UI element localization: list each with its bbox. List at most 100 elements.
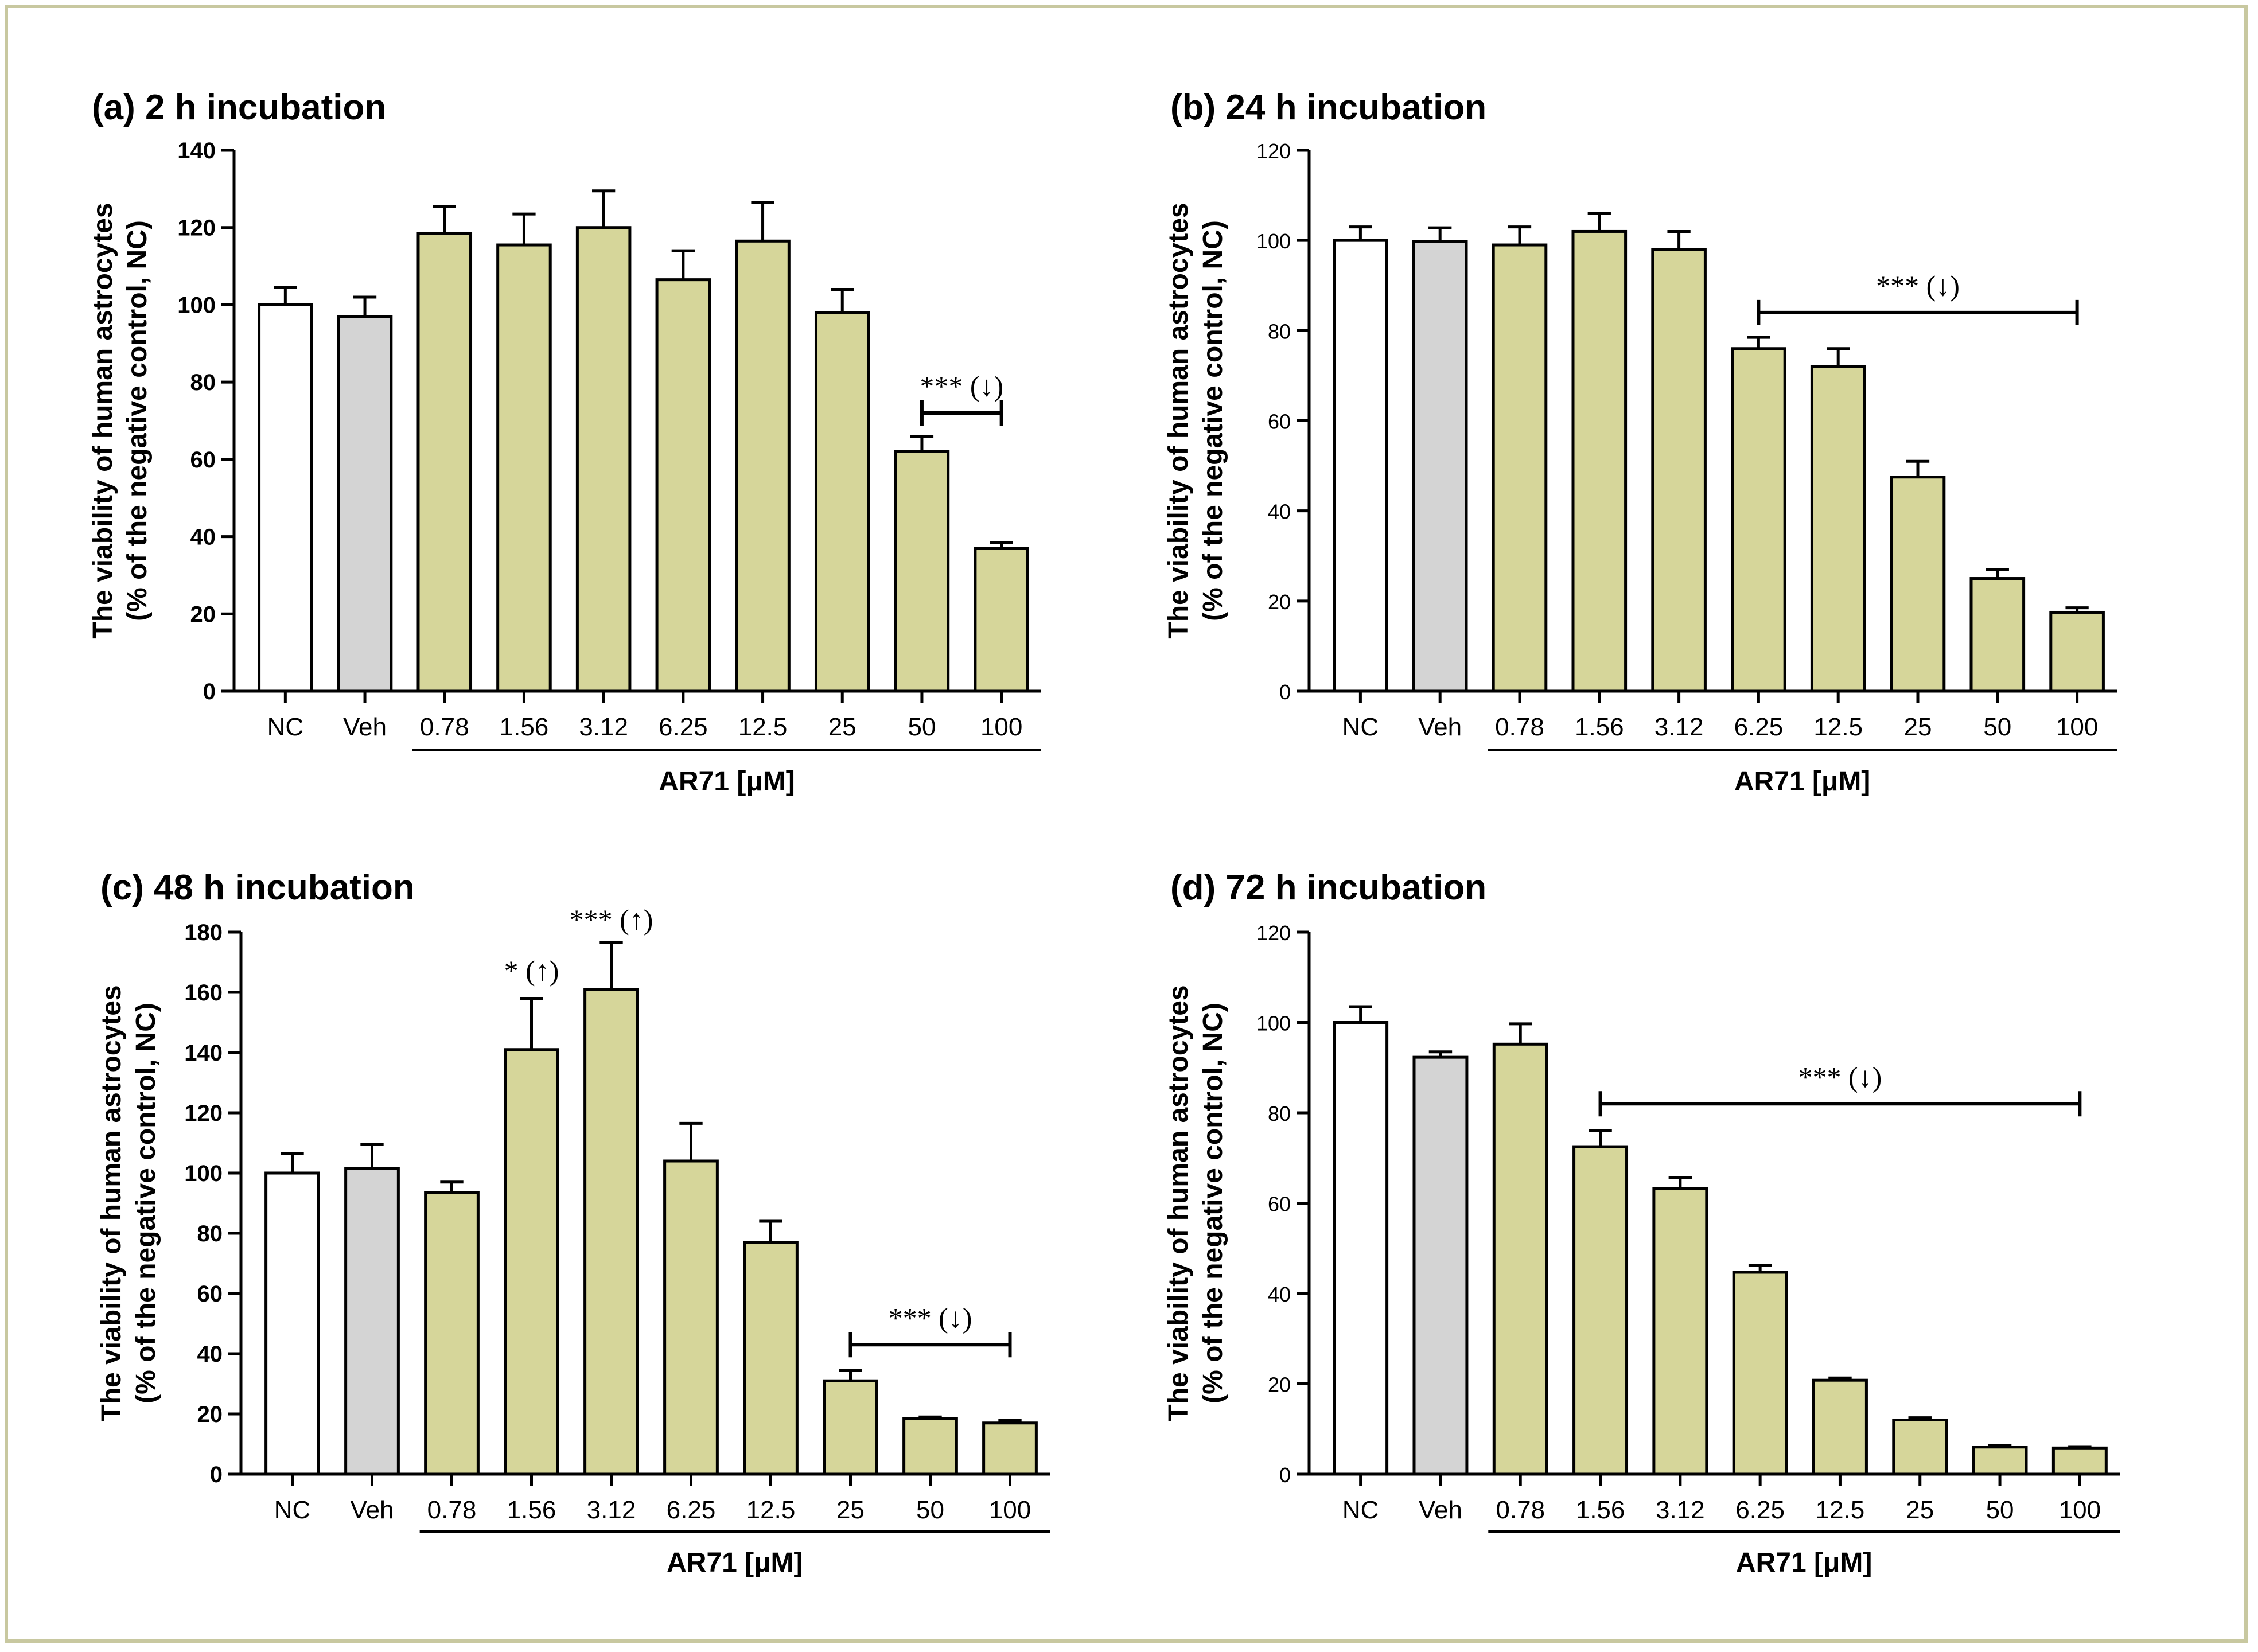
panel-a-bar bbox=[655, 278, 711, 693]
panel-a-ytick-label: 60 bbox=[190, 447, 216, 473]
panel-c-xtick-label: 12.5 bbox=[746, 1496, 796, 1524]
panel-b-xtick-label: 0.78 bbox=[1495, 713, 1544, 741]
panel-d-xtick-label: 50 bbox=[1986, 1496, 2014, 1524]
panel-c-ytick-label: 60 bbox=[197, 1281, 223, 1307]
panel-c-xtick-label: 3.12 bbox=[587, 1496, 636, 1524]
panel-c-bar bbox=[583, 988, 639, 1476]
panel-d-bar bbox=[1333, 1021, 1389, 1476]
panel-c-xlabel: AR71 [μM] bbox=[667, 1548, 803, 1578]
panel-c-bar bbox=[982, 1421, 1038, 1476]
panel-b-bar bbox=[1731, 347, 1786, 693]
panel-c-ytick-label: 80 bbox=[197, 1221, 223, 1246]
panel-d-ytick-label: 100 bbox=[1256, 1012, 1291, 1035]
panel-a-bar bbox=[258, 303, 313, 693]
panel-d-title: (d) 72 h incubation bbox=[1170, 868, 1486, 907]
panel-b-bar bbox=[1492, 243, 1548, 693]
panel-d-ytick-label: 0 bbox=[1279, 1463, 1291, 1487]
panel-b-bar bbox=[1810, 365, 1866, 693]
panel-a-xtick-label: 1.56 bbox=[500, 713, 549, 741]
panel-b: (b) 24 h incubation The viability of hum… bbox=[1163, 88, 2117, 797]
panel-a-bar bbox=[416, 232, 473, 693]
panel-b-bar bbox=[1412, 240, 1468, 693]
panel-d-xtick-label: 0.78 bbox=[1496, 1496, 1545, 1524]
panel-b-ytick-label: 0 bbox=[1279, 680, 1291, 704]
panel-d-bar bbox=[1572, 1145, 1629, 1476]
panel-b-xtick-label: 100 bbox=[2056, 713, 2098, 741]
panel-b-xtick-label: 25 bbox=[1904, 713, 1932, 741]
panel-d-xlabel: AR71 [μM] bbox=[1736, 1548, 1872, 1578]
panel-b-xtick-label: Veh bbox=[1418, 713, 1462, 741]
panel-a-bar bbox=[575, 226, 632, 693]
panel-c-ylabel-line2: (% of the negative control, NC) bbox=[131, 1003, 161, 1404]
panel-b-bar bbox=[1571, 229, 1628, 693]
panel-d-ylabel-line1: The viability of human astrocytes bbox=[1163, 985, 1194, 1421]
panel-b-ytick-label: 60 bbox=[1268, 410, 1291, 434]
panel-c-ytick-label: 0 bbox=[210, 1462, 223, 1487]
panel-c-bar bbox=[344, 1167, 400, 1476]
panel-d-xtick-label: 100 bbox=[2059, 1496, 2101, 1524]
panel-c-bar bbox=[743, 1241, 799, 1476]
panel-b-ylabel-line2: (% of the negative control, NC) bbox=[1198, 220, 1228, 621]
panel-b-bar bbox=[1333, 239, 1388, 693]
panel-c-xtick-label: 50 bbox=[916, 1496, 944, 1524]
panel-a-xtick-label: Veh bbox=[343, 713, 387, 741]
panel-a-xtick-label: 0.78 bbox=[420, 713, 469, 741]
panel-c-xtick-label: 25 bbox=[836, 1496, 865, 1524]
panel-c-xtick-label: 100 bbox=[989, 1496, 1031, 1524]
panel-b-ylabel-line1: The viability of human astrocytes bbox=[1163, 202, 1194, 638]
panel-b-ytick-label: 120 bbox=[1256, 139, 1291, 163]
panel-d-xtick-label: 25 bbox=[1906, 1496, 1934, 1524]
panel-a-ytick-label: 80 bbox=[190, 370, 216, 395]
panel-a-ylabel-line1: The viability of human astrocytes bbox=[88, 202, 118, 638]
panel-b-xtick-label: NC bbox=[1342, 713, 1379, 741]
panel-a-xtick-label: 3.12 bbox=[579, 713, 628, 741]
panel-d-xtick-label: 6.25 bbox=[1735, 1496, 1785, 1524]
panel-a-ytick-label: 20 bbox=[190, 602, 216, 627]
panel-a-ytick-label: 100 bbox=[177, 293, 216, 318]
panel-c-ytick-label: 140 bbox=[184, 1041, 223, 1066]
panel-d-bar bbox=[1652, 1187, 1708, 1476]
panel-c-bar bbox=[424, 1191, 480, 1476]
panel-c-bar bbox=[823, 1379, 878, 1476]
panel-d-xtick-label: 12.5 bbox=[1816, 1496, 1865, 1524]
panel-d-significance-label: *** (↓) bbox=[1798, 1061, 1882, 1093]
panel-b-xtick-label: 3.12 bbox=[1654, 713, 1704, 741]
panel-d-ylabel-line2: (% of the negative control, NC) bbox=[1198, 1003, 1228, 1404]
panel-a-significance-label: *** (↓) bbox=[920, 370, 1003, 402]
panel-c-ytick-label: 20 bbox=[197, 1402, 223, 1427]
panel-a-title: (a) 2 h incubation bbox=[92, 88, 386, 127]
panel-b-ytick-label: 40 bbox=[1268, 500, 1291, 524]
panel-c-ytick-label: 180 bbox=[184, 920, 223, 945]
panel-c-bar bbox=[264, 1171, 320, 1476]
panel-a-bar bbox=[814, 311, 870, 693]
panel-c-significance-label: *** (↑) bbox=[570, 903, 653, 936]
panel-b-xlabel: AR71 [μM] bbox=[1734, 766, 1870, 797]
panel-c-xtick-label: Veh bbox=[351, 1496, 394, 1524]
panel-d-bar bbox=[1812, 1378, 1868, 1476]
panel-c-ylabel-line1: The viability of human astrocytes bbox=[96, 985, 127, 1421]
panel-a-ytick-label: 40 bbox=[190, 525, 216, 550]
panel-a-bar bbox=[337, 315, 393, 693]
panel-a-bar bbox=[735, 239, 791, 693]
panel-b-xtick-label: 6.25 bbox=[1734, 713, 1784, 741]
panel-d-ytick-label: 20 bbox=[1268, 1373, 1291, 1397]
panel-a-xtick-label: 6.25 bbox=[659, 713, 708, 741]
panel-c-xtick-label: NC bbox=[274, 1496, 311, 1524]
panel-b-title: (b) 24 h incubation bbox=[1170, 88, 1486, 127]
panel-c-ytick-label: 40 bbox=[197, 1342, 223, 1367]
panel-a-ytick-label: 140 bbox=[177, 138, 216, 163]
panel-b-bar bbox=[2049, 610, 2105, 693]
panel-d-ytick-label: 60 bbox=[1268, 1193, 1291, 1216]
panel-a-xtick-label: NC bbox=[267, 713, 304, 741]
panel-b-xtick-label: 50 bbox=[1983, 713, 2011, 741]
panel-c-significance-label: *** (↓) bbox=[889, 1302, 972, 1334]
panel-c: (c) 48 h incubation The viability of hum… bbox=[96, 868, 1050, 1578]
panel-d-bar bbox=[1972, 1446, 2028, 1476]
panel-a-bar bbox=[974, 547, 1029, 693]
panel-c-xtick-label: 6.25 bbox=[667, 1496, 716, 1524]
panel-b-significance-label: *** (↓) bbox=[1876, 270, 1960, 302]
panel-c-title: (c) 48 h incubation bbox=[100, 868, 415, 907]
panel-d-bar bbox=[1492, 1042, 1548, 1476]
panel-b-bar bbox=[1969, 577, 2026, 693]
